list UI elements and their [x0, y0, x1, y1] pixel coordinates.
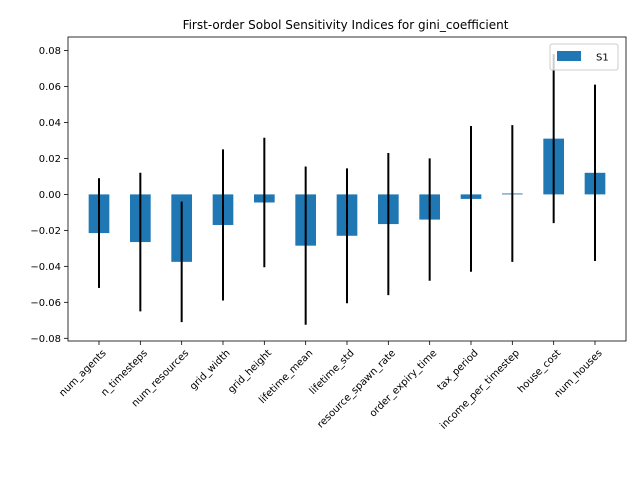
y-tick-label: 0.02 [39, 154, 61, 165]
y-tick-label: −0.08 [30, 334, 61, 345]
y-ticks-layer: −0.08 −0.06 −0.04 −0.02 0.00 0.02 0.04 0.06 0.08 [30, 46, 68, 345]
y-tick-label: 0.06 [39, 82, 61, 93]
y-tick-label: 0.04 [39, 118, 61, 129]
y-tick-label: 0.08 [39, 46, 61, 57]
chart-title: First-order Sobol Sensitivity Indices fo… [183, 18, 509, 32]
legend: S1 [549, 43, 619, 71]
y-tick-label: −0.04 [30, 262, 61, 273]
legend-label-s1: S1 [596, 53, 609, 64]
y-tick-label: −0.06 [30, 298, 61, 309]
y-tick-label: −0.02 [30, 226, 61, 237]
legend-swatch [557, 51, 581, 61]
y-tick-label: 0.00 [39, 190, 61, 201]
error-bars-layer [98, 54, 596, 325]
legend-frame [549, 43, 619, 71]
